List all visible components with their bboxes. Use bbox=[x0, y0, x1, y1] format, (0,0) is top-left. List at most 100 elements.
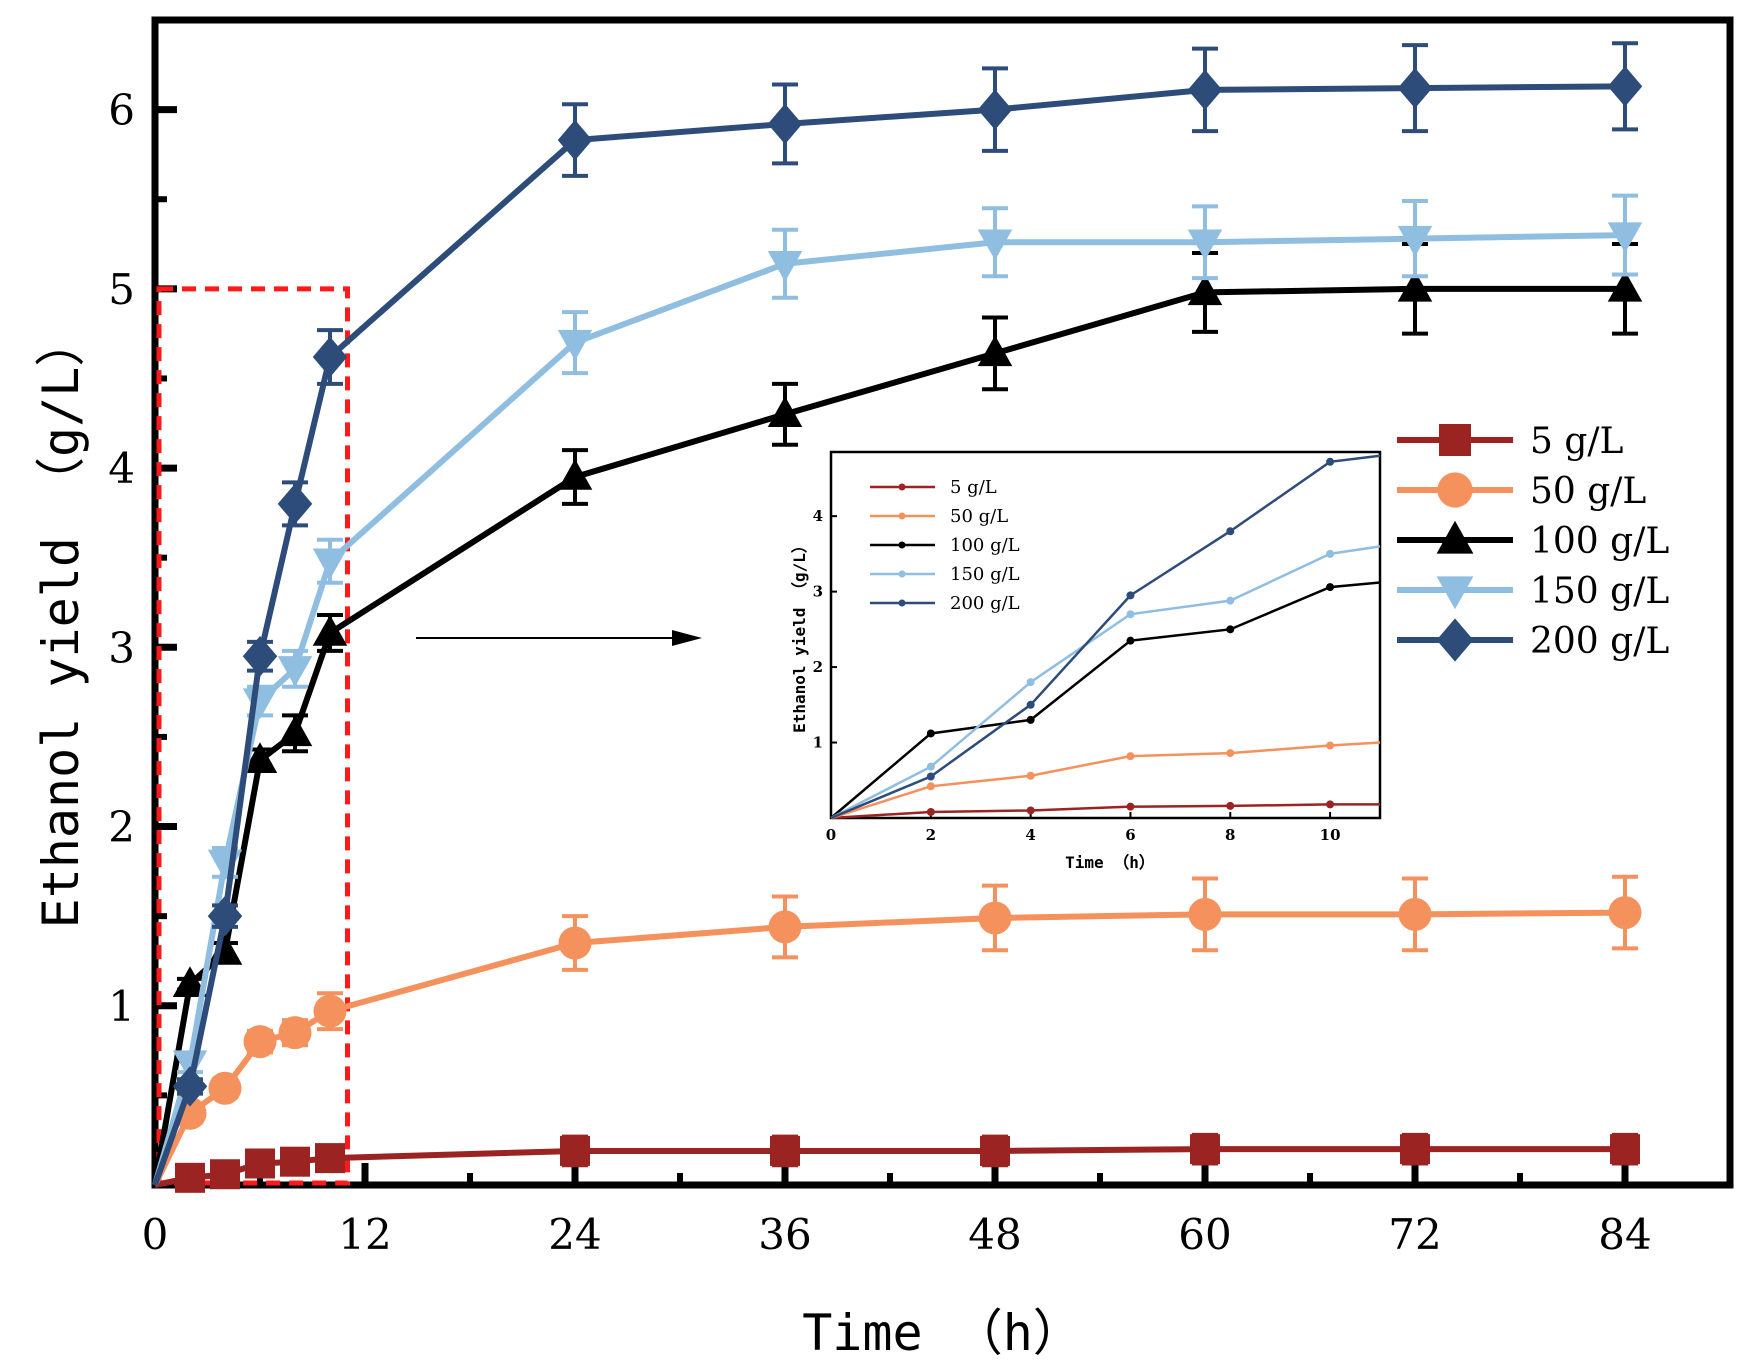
data-point bbox=[1608, 896, 1642, 930]
inset-y-tick-label: 1 bbox=[813, 734, 823, 752]
inset-data-point bbox=[1026, 715, 1035, 724]
data-point bbox=[977, 89, 1013, 130]
data-point bbox=[557, 459, 593, 490]
inset-y-tick-label: 4 bbox=[813, 507, 823, 525]
data-point bbox=[1190, 1134, 1220, 1165]
data-point bbox=[280, 1146, 310, 1177]
x-axis-title: Time （h） bbox=[802, 1304, 1083, 1362]
data-point bbox=[312, 548, 348, 580]
inset-data-point bbox=[1226, 625, 1235, 634]
inset-x-tick-label: 6 bbox=[1125, 826, 1135, 844]
data-point bbox=[207, 895, 243, 937]
inset-data-point bbox=[1126, 636, 1135, 645]
inset-data-point bbox=[1026, 700, 1035, 709]
inset-legend-marker bbox=[898, 541, 906, 549]
legend-label: 5 g/L bbox=[1530, 421, 1624, 462]
y-tick-label: 3 bbox=[108, 623, 135, 672]
inset-x-tick-label: 10 bbox=[1320, 826, 1341, 844]
inset-frame bbox=[829, 450, 1382, 820]
x-tick-label: 60 bbox=[1178, 1210, 1231, 1259]
legend-label: 200 g/L bbox=[1530, 621, 1669, 662]
inset-x-tick-label: 8 bbox=[1225, 826, 1235, 844]
data-point bbox=[277, 715, 313, 747]
data-point bbox=[767, 251, 803, 282]
inset-legend-marker bbox=[898, 599, 906, 607]
inset-data-point bbox=[1126, 591, 1135, 600]
data-point bbox=[1610, 1134, 1640, 1165]
inset-data-point bbox=[1326, 457, 1335, 466]
x-tick-label: 24 bbox=[548, 1210, 601, 1259]
legend-marker bbox=[1436, 520, 1474, 554]
data-point bbox=[560, 1135, 590, 1166]
legend-marker bbox=[1436, 576, 1474, 610]
inset-data-point bbox=[1126, 610, 1135, 619]
inset-x-axis-title: Time （h） bbox=[1065, 853, 1155, 872]
inset-series-5-g-l bbox=[830, 800, 1380, 820]
y-tick-label: 4 bbox=[108, 444, 135, 493]
x-tick-label: 48 bbox=[968, 1210, 1021, 1259]
inset-data-point bbox=[1326, 583, 1335, 592]
data-point bbox=[277, 483, 313, 525]
legend-label: 150 g/L bbox=[1530, 571, 1669, 612]
y-tick-label: 1 bbox=[108, 982, 135, 1031]
inset-data-point bbox=[1226, 749, 1235, 758]
inset-data-point bbox=[1026, 771, 1035, 780]
data-point bbox=[977, 229, 1013, 261]
inset-legend-label: 200 g/L bbox=[950, 593, 1020, 614]
inset-legend: 5 g/L 50 g/L 100 g/L 150 g/L 200 g/L bbox=[870, 477, 1020, 614]
data-point bbox=[1607, 222, 1643, 254]
legend-marker bbox=[1437, 472, 1473, 508]
x-tick-label: 84 bbox=[1598, 1210, 1651, 1259]
data-point bbox=[768, 910, 802, 944]
inset-data-point bbox=[1226, 801, 1235, 810]
inset-data-point bbox=[1026, 678, 1035, 687]
series-5-g-l bbox=[154, 1132, 1640, 1193]
inset-legend-marker bbox=[898, 512, 906, 520]
data-point bbox=[558, 926, 592, 960]
data-point bbox=[210, 1159, 240, 1190]
data-point bbox=[1607, 66, 1643, 107]
y-tick-label: 5 bbox=[108, 265, 135, 314]
inset-data-point bbox=[926, 807, 935, 816]
data-point bbox=[1187, 229, 1223, 261]
data-point bbox=[243, 1025, 277, 1059]
data-point bbox=[242, 636, 278, 677]
inset-y-tick-label: 3 bbox=[813, 583, 823, 601]
inset-data-point bbox=[926, 762, 935, 771]
data-point bbox=[245, 1148, 275, 1179]
inset-data-point bbox=[926, 772, 935, 781]
inset-series-150-g-l bbox=[830, 545, 1381, 820]
inset-data-point bbox=[1326, 741, 1335, 750]
data-point bbox=[315, 1143, 345, 1174]
data-point bbox=[242, 742, 278, 773]
data-point bbox=[278, 1016, 312, 1050]
y-tick-label: 6 bbox=[108, 86, 135, 135]
data-point bbox=[313, 994, 347, 1028]
x-tick-label: 72 bbox=[1388, 1210, 1441, 1259]
series-50-g-l bbox=[152, 874, 1642, 1187]
data-point bbox=[767, 103, 803, 145]
data-point bbox=[172, 1066, 208, 1107]
data-point bbox=[980, 1135, 1010, 1166]
arrow-head bbox=[672, 630, 702, 646]
highlight-box bbox=[156, 286, 350, 1186]
data-point bbox=[1397, 225, 1433, 257]
data-point bbox=[1397, 67, 1433, 109]
data-point bbox=[242, 688, 278, 720]
inset-data-point bbox=[926, 782, 935, 791]
data-point bbox=[1187, 69, 1223, 111]
legend: 5 g/L 50 g/L 100 g/L 150 g/L 200 g/L bbox=[1397, 421, 1669, 662]
legend-marker bbox=[1436, 618, 1474, 662]
inset-x-tick-label: 0 bbox=[826, 826, 836, 844]
legend-label: 50 g/L bbox=[1530, 471, 1646, 512]
inset-legend-label: 150 g/L bbox=[950, 564, 1020, 585]
series-line bbox=[152, 232, 1626, 1186]
data-point bbox=[767, 396, 803, 428]
x-tick-label: 36 bbox=[758, 1210, 811, 1259]
inset-data-point bbox=[1226, 527, 1235, 536]
legend-label: 100 g/L bbox=[1530, 521, 1669, 562]
data-point bbox=[557, 119, 593, 161]
data-point bbox=[172, 966, 208, 998]
